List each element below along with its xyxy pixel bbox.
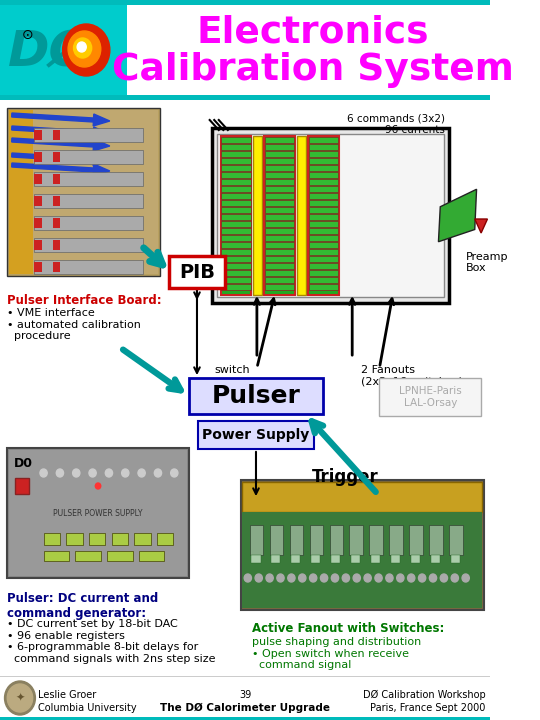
- Circle shape: [255, 574, 262, 582]
- Text: Power Supply: Power Supply: [202, 428, 309, 442]
- Bar: [265, 214, 294, 220]
- Bar: [220, 136, 252, 295]
- Bar: [265, 172, 294, 178]
- Bar: [309, 235, 338, 241]
- Bar: [221, 151, 251, 157]
- Bar: [409, 525, 423, 555]
- Circle shape: [418, 574, 426, 582]
- Bar: [309, 214, 338, 220]
- FancyArrow shape: [12, 113, 110, 126]
- Bar: [112, 533, 128, 545]
- Bar: [352, 555, 360, 563]
- Text: Electronics: Electronics: [197, 14, 429, 50]
- Bar: [221, 221, 251, 227]
- Bar: [292, 555, 300, 563]
- Bar: [157, 533, 173, 545]
- Circle shape: [7, 684, 33, 712]
- Bar: [221, 235, 251, 241]
- Circle shape: [288, 574, 295, 582]
- Bar: [0, 0, 490, 95]
- Bar: [312, 555, 320, 563]
- Bar: [15, 478, 29, 494]
- Bar: [380, 378, 481, 416]
- Circle shape: [429, 574, 437, 582]
- Bar: [429, 525, 443, 555]
- Text: • DC current set by 18-bit DAC
• 96 enable registers
• 6-programmable 8-bit dela: • DC current set by 18-bit DAC • 96 enab…: [7, 619, 216, 664]
- Circle shape: [72, 469, 80, 477]
- Circle shape: [375, 574, 382, 582]
- Bar: [7, 108, 160, 276]
- Bar: [265, 228, 294, 234]
- Bar: [309, 200, 338, 206]
- Bar: [35, 260, 144, 274]
- Bar: [240, 480, 484, 610]
- Bar: [392, 555, 400, 563]
- Circle shape: [386, 574, 393, 582]
- Bar: [369, 525, 383, 555]
- Bar: [253, 136, 262, 295]
- Bar: [221, 228, 251, 234]
- Circle shape: [171, 469, 178, 477]
- Bar: [139, 551, 164, 561]
- Bar: [309, 179, 338, 185]
- Bar: [252, 555, 260, 563]
- Bar: [35, 238, 144, 252]
- Circle shape: [353, 574, 360, 582]
- Bar: [265, 200, 294, 206]
- Circle shape: [462, 574, 469, 582]
- Bar: [265, 193, 294, 199]
- Bar: [309, 270, 338, 276]
- FancyBboxPatch shape: [169, 256, 225, 288]
- Text: 2 Fanouts
(2x3x16 switches): 2 Fanouts (2x3x16 switches): [361, 365, 463, 387]
- Circle shape: [4, 681, 36, 715]
- Bar: [372, 555, 380, 563]
- Bar: [265, 270, 294, 276]
- Bar: [289, 525, 303, 555]
- Bar: [35, 216, 144, 230]
- Bar: [309, 193, 338, 199]
- Bar: [449, 525, 463, 555]
- FancyArrow shape: [12, 138, 110, 151]
- Bar: [221, 137, 251, 143]
- Text: PIB: PIB: [179, 263, 215, 282]
- Text: DØ Calibration Workshop: DØ Calibration Workshop: [363, 690, 485, 701]
- Circle shape: [122, 469, 129, 477]
- Text: Preamp
Box: Preamp Box: [465, 252, 508, 274]
- Bar: [35, 130, 42, 140]
- Text: 6 commands (3x2)
96 currents: 6 commands (3x2) 96 currents: [347, 113, 445, 135]
- Bar: [107, 551, 132, 561]
- Bar: [309, 284, 338, 290]
- Text: Pulser Interface Board:: Pulser Interface Board:: [7, 294, 162, 307]
- Bar: [221, 214, 251, 220]
- Bar: [52, 152, 60, 162]
- Bar: [265, 158, 294, 164]
- Bar: [221, 158, 251, 164]
- Bar: [35, 128, 144, 142]
- Text: Paris, France Sept 2000: Paris, France Sept 2000: [370, 703, 485, 713]
- Bar: [297, 136, 306, 295]
- Bar: [221, 165, 251, 171]
- Bar: [24, 110, 33, 274]
- Text: • VME interface
• automated calibration
  procedure: • VME interface • automated calibration …: [7, 308, 141, 341]
- Bar: [265, 263, 294, 269]
- Bar: [44, 551, 69, 561]
- Bar: [221, 263, 251, 269]
- Bar: [134, 533, 151, 545]
- Bar: [309, 228, 338, 234]
- Bar: [52, 130, 60, 140]
- Text: Calibration System: Calibration System: [112, 52, 514, 88]
- Circle shape: [138, 469, 145, 477]
- Bar: [265, 256, 294, 262]
- Bar: [309, 249, 338, 255]
- Text: Leslie Groer: Leslie Groer: [38, 690, 96, 700]
- Bar: [35, 174, 42, 184]
- Bar: [52, 218, 60, 228]
- Bar: [221, 249, 251, 255]
- Bar: [0, 0, 490, 5]
- Bar: [52, 196, 60, 206]
- Bar: [265, 242, 294, 248]
- Bar: [309, 165, 338, 171]
- Bar: [0, 5, 127, 95]
- Bar: [44, 533, 60, 545]
- Bar: [221, 256, 251, 262]
